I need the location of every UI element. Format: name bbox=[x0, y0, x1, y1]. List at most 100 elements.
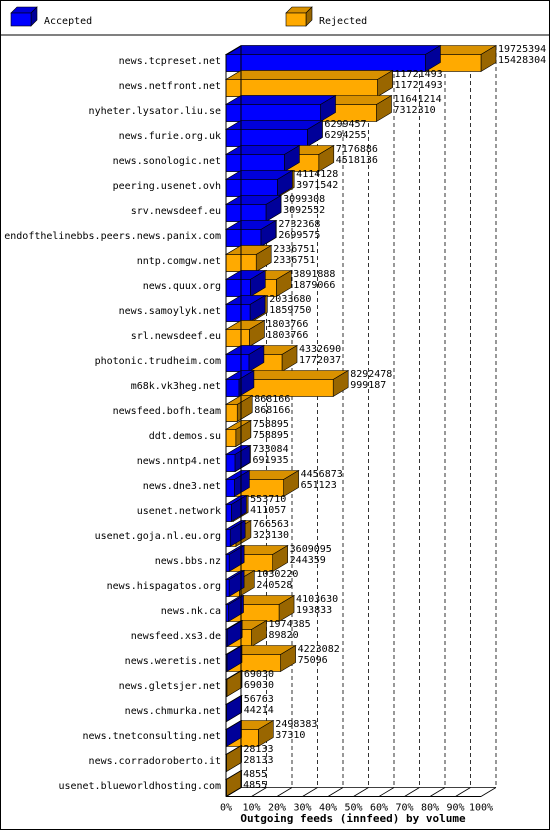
bar-accepted bbox=[225, 204, 267, 222]
value-label-accepted: 758895 bbox=[253, 430, 289, 441]
value-label-rejected: 3891888 bbox=[293, 269, 335, 280]
category-label: news.weretis.net bbox=[125, 656, 221, 667]
value-label-rejected: 11641214 bbox=[393, 94, 441, 105]
category-label: nntp.comgw.net bbox=[137, 256, 221, 267]
value-label-accepted: 651123 bbox=[301, 480, 337, 491]
value-label-accepted: 1803766 bbox=[266, 330, 308, 341]
bar-accepted bbox=[225, 354, 250, 372]
x-tick-label: 40% bbox=[319, 803, 337, 814]
bar-rejected-top bbox=[224, 70, 394, 80]
category-label: srv.newsdeef.eu bbox=[131, 206, 221, 217]
category-label: newsfeed.bofh.team bbox=[113, 406, 221, 417]
tick-line bbox=[276, 787, 293, 797]
bar-accepted bbox=[225, 479, 235, 497]
bar-rejected bbox=[225, 429, 237, 447]
category-label: photonic.trudheim.com bbox=[95, 356, 221, 367]
category-label: news.dne3.net bbox=[143, 481, 221, 492]
bar-accepted bbox=[225, 304, 251, 322]
value-label-accepted: 44214 bbox=[244, 705, 274, 716]
bar-accepted bbox=[225, 179, 278, 197]
value-label-rejected: 4332690 bbox=[299, 344, 341, 355]
legend-label-accepted: Accepted bbox=[44, 16, 92, 27]
category-label: news.gletsjer.net bbox=[119, 681, 221, 692]
value-label-accepted: 11721493 bbox=[395, 80, 443, 91]
x-tick-label: 30% bbox=[293, 803, 311, 814]
x-axis: 0% 10% 20% 30% 40% 50% 60% 70% 80% 90% 100% bbox=[220, 45, 497, 814]
value-label-rejected: 56763 bbox=[244, 694, 274, 705]
category-label: usenet.blueworldhosting.com bbox=[58, 781, 221, 792]
value-label-accepted: 3971542 bbox=[296, 180, 338, 191]
tick-line bbox=[353, 787, 369, 797]
category-label: news.netfront.net bbox=[119, 81, 221, 92]
tick-line bbox=[378, 787, 395, 797]
category-label: m68k.vk3heg.net bbox=[131, 381, 221, 392]
value-label-rejected: 1803766 bbox=[266, 319, 308, 330]
value-label-accepted: 323130 bbox=[253, 530, 289, 541]
value-label-accepted: 37310 bbox=[275, 730, 305, 741]
bar-accepted-top bbox=[224, 120, 324, 130]
tick-line bbox=[480, 787, 497, 797]
bar-accepted bbox=[225, 154, 285, 172]
bar-accepted bbox=[225, 454, 236, 472]
category-label: ddt.demos.su bbox=[149, 431, 221, 442]
value-label-accepted: 75096 bbox=[298, 655, 328, 666]
value-label-accepted: 1772037 bbox=[299, 355, 341, 366]
category-label: endofthelinebbs.peers.news.panix.com bbox=[4, 231, 221, 242]
value-label-accepted: 193833 bbox=[296, 605, 332, 616]
tick-line bbox=[251, 787, 267, 797]
value-label-accepted: 411057 bbox=[250, 505, 286, 516]
value-label-accepted: 89820 bbox=[269, 630, 299, 641]
bar-accepted bbox=[225, 279, 251, 297]
x-tick-label: 50% bbox=[344, 803, 362, 814]
bar-accepted bbox=[225, 129, 308, 147]
value-label-accepted: 4518136 bbox=[336, 155, 378, 166]
bar-accepted-top bbox=[224, 95, 337, 105]
value-label-rejected: 4103630 bbox=[296, 594, 338, 605]
value-label-rejected: 766563 bbox=[253, 519, 289, 530]
legend-swatch-rejected bbox=[285, 12, 307, 27]
value-label-rejected: 19725394 bbox=[498, 44, 546, 55]
category-label: news.nntp4.net bbox=[137, 456, 221, 467]
value-label-rejected: 4114128 bbox=[296, 169, 338, 180]
value-label-rejected: 4456873 bbox=[301, 469, 343, 480]
category-label: usenet.goja.nl.eu.org bbox=[95, 531, 221, 542]
value-label-rejected: 553710 bbox=[250, 494, 286, 505]
category-label: news.hispagatos.org bbox=[107, 581, 221, 592]
category-label: news.nk.ca bbox=[161, 606, 221, 617]
value-label-rejected: 2498383 bbox=[275, 719, 317, 730]
value-label-accepted: 691935 bbox=[252, 455, 288, 466]
value-label-accepted: 2336751 bbox=[273, 255, 315, 266]
legend-swatch-accepted bbox=[10, 12, 32, 27]
value-label-rejected: 11721493 bbox=[395, 69, 443, 80]
value-label-rejected: 868166 bbox=[254, 394, 290, 405]
x-tick-label: 10% bbox=[242, 803, 260, 814]
value-label-rejected: 733084 bbox=[252, 444, 288, 455]
value-label-accepted: 69030 bbox=[244, 680, 274, 691]
value-label-accepted: 1879066 bbox=[293, 280, 335, 291]
bar-accepted bbox=[225, 104, 321, 122]
category-label: news.bbs.nz bbox=[155, 556, 221, 567]
value-label-rejected: 8292478 bbox=[350, 369, 392, 380]
value-label-rejected: 2732368 bbox=[278, 219, 320, 230]
value-label-accepted: 999187 bbox=[350, 380, 386, 391]
x-tick-label: 90% bbox=[446, 803, 464, 814]
tick-line bbox=[429, 787, 446, 797]
bar-accepted bbox=[225, 529, 231, 547]
bar-accepted bbox=[225, 504, 232, 522]
category-label: peering.usenet.ovh bbox=[113, 181, 221, 192]
value-label-accepted: 15428304 bbox=[498, 55, 546, 66]
x-tick-label: 0% bbox=[220, 803, 232, 814]
value-label-accepted: 6294255 bbox=[324, 130, 366, 141]
y-axis-depth bbox=[225, 45, 242, 56]
x-tick-label: 20% bbox=[268, 803, 286, 814]
value-label-rejected: 69030 bbox=[244, 669, 274, 680]
value-label-accepted: 4855 bbox=[243, 780, 267, 791]
bar-accepted bbox=[225, 379, 240, 397]
category-label: news.quux.org bbox=[143, 281, 221, 292]
value-label-rejected: 7176886 bbox=[336, 144, 378, 155]
tick-line bbox=[302, 787, 318, 797]
category-label: news.corradoroberto.it bbox=[89, 756, 221, 767]
value-label-rejected: 28133 bbox=[243, 744, 273, 755]
